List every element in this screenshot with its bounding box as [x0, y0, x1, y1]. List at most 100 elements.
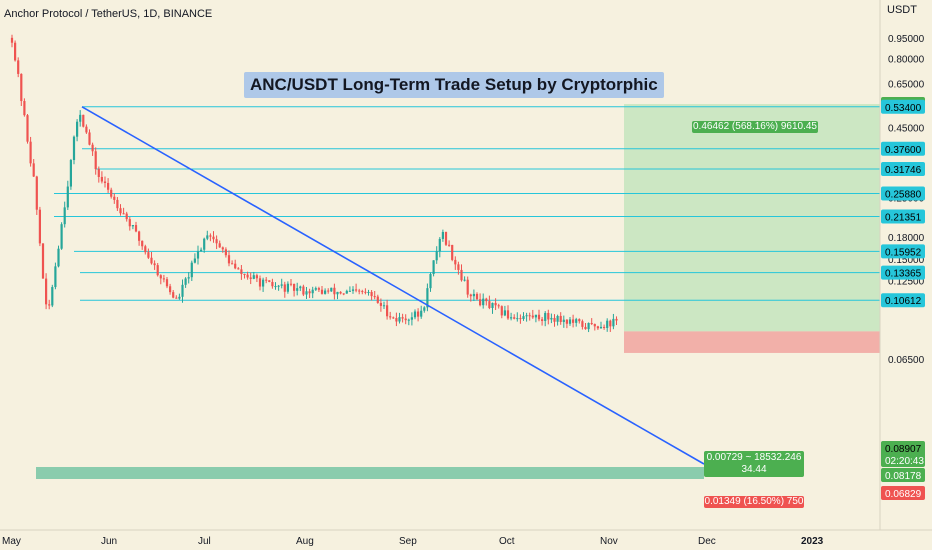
candle-body — [426, 288, 429, 308]
axis-level-tag — [881, 293, 925, 308]
y-tick-label: 0.15000 — [888, 255, 925, 266]
axis-level-tag — [881, 265, 925, 280]
axis-level-tag — [881, 99, 925, 114]
candle-body — [243, 273, 246, 275]
candle-body — [190, 262, 193, 278]
candle-body — [131, 225, 134, 227]
candle-body — [395, 318, 398, 322]
candle-body — [314, 288, 317, 290]
candle-body — [460, 269, 463, 281]
candle-body — [196, 251, 200, 259]
candle-body — [63, 207, 66, 225]
axis-level-tag-text: 0.25880 — [885, 189, 922, 200]
trend-line — [81, 106, 705, 465]
candle-body — [234, 263, 237, 269]
candle-body — [572, 319, 575, 323]
candle-body — [454, 259, 457, 265]
candle-body — [494, 302, 497, 306]
candle-body — [100, 176, 103, 182]
candle-body — [280, 284, 283, 286]
candle-body — [23, 101, 26, 116]
candle-body — [283, 284, 286, 292]
candle-body — [355, 289, 358, 291]
candle-body — [289, 283, 293, 285]
candle-body — [590, 323, 593, 325]
candle-body — [348, 290, 351, 292]
candle-body — [373, 296, 376, 298]
candle-body — [150, 257, 153, 264]
y-tick-label: 0.45000 — [888, 123, 925, 134]
x-tick-label: Nov — [600, 536, 618, 547]
y-tick-label: 0.06500 — [888, 355, 925, 366]
candle-body — [110, 189, 113, 197]
x-tick-label: Sep — [399, 536, 417, 547]
y-tick-label: 0.12500 — [888, 277, 925, 288]
axis-level-tag-text: 0.13365 — [885, 269, 922, 280]
candle-body — [274, 286, 277, 288]
candle-body — [432, 260, 435, 275]
candle-body — [537, 314, 541, 320]
candle-body — [506, 310, 510, 319]
candle-body — [246, 274, 249, 278]
candle-body — [531, 315, 534, 318]
candle-body — [66, 186, 69, 208]
candle-body — [10, 37, 14, 43]
candle-body — [162, 278, 165, 280]
candle-body — [379, 302, 382, 306]
candle-body — [178, 296, 181, 299]
candle-body — [367, 291, 370, 293]
candle-body — [302, 286, 305, 295]
candle-body — [584, 326, 587, 330]
candle-body — [268, 280, 271, 282]
loss-zone — [624, 331, 880, 353]
candle-body — [14, 42, 17, 61]
candle-body — [479, 299, 482, 306]
candle-body — [575, 319, 578, 323]
candle-body — [615, 318, 618, 321]
candle-body — [510, 317, 513, 319]
axis-level-tag — [881, 162, 925, 177]
candle-body — [342, 293, 345, 295]
candle-body — [240, 269, 243, 274]
candle-body — [184, 278, 187, 285]
candle-body — [463, 279, 466, 281]
axis-level-tag — [881, 141, 925, 156]
candle-body — [76, 121, 79, 137]
axis-level-tag-text: 0.37600 — [885, 145, 922, 156]
y-tick-label: 0.95000 — [888, 34, 925, 45]
candle-body — [54, 266, 57, 288]
candle-body — [392, 317, 395, 319]
candle-body — [451, 244, 454, 260]
candle-body — [159, 275, 162, 279]
candle-body — [231, 263, 234, 265]
candle-body — [175, 297, 178, 299]
candle-body — [562, 319, 565, 322]
candle-body — [503, 310, 506, 316]
candle-body — [612, 318, 615, 327]
candle-body — [389, 316, 392, 318]
candle-body — [293, 283, 296, 291]
candle-body — [541, 319, 544, 321]
candle-body — [181, 284, 184, 297]
candle-body — [386, 305, 389, 317]
candle-body — [370, 291, 373, 297]
candle-body — [472, 293, 475, 297]
candle-body — [593, 324, 596, 327]
candle-body — [417, 311, 420, 317]
candle-body — [82, 114, 85, 127]
candle-body — [271, 281, 274, 287]
candle-body — [35, 176, 38, 210]
candle-body — [72, 136, 76, 161]
candle-body — [147, 252, 150, 258]
candle-body — [606, 320, 609, 328]
candle-body — [38, 209, 41, 244]
candle-body — [550, 317, 553, 320]
candle-body — [91, 144, 94, 152]
candle-body — [237, 268, 240, 270]
candle-body — [262, 279, 265, 287]
candle-body — [128, 219, 131, 227]
axis-level-tag — [881, 209, 925, 224]
countdown-text: 02:20:43 — [885, 456, 924, 467]
candle-body — [497, 305, 500, 307]
